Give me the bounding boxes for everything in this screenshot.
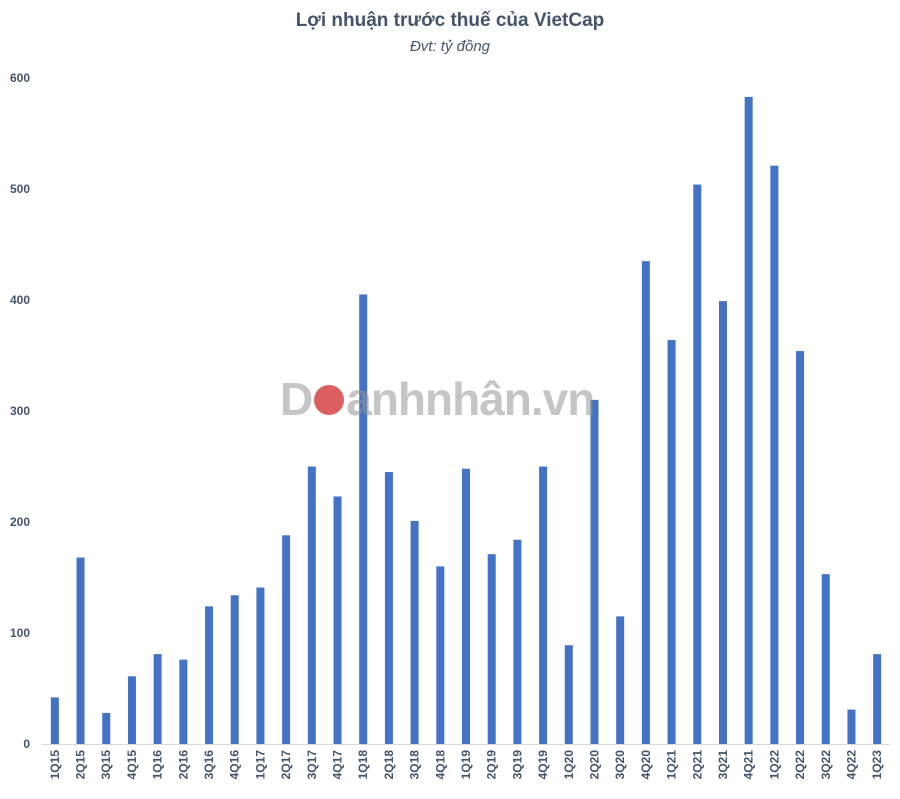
bar bbox=[179, 659, 188, 744]
y-tick-label: 400 bbox=[10, 293, 30, 307]
x-tick-label: 4Q18 bbox=[433, 750, 447, 780]
x-tick-label: 4Q22 bbox=[844, 750, 858, 780]
bar bbox=[590, 399, 599, 744]
bar bbox=[436, 566, 445, 744]
y-tick-label: 0 bbox=[23, 737, 30, 751]
bar bbox=[384, 472, 393, 744]
bar bbox=[487, 554, 496, 744]
bar bbox=[50, 697, 59, 744]
bar bbox=[770, 165, 779, 744]
bar bbox=[796, 351, 805, 744]
x-tick-label: 2Q16 bbox=[176, 750, 190, 780]
bar bbox=[513, 539, 522, 744]
x-tick-label: 4Q21 bbox=[742, 750, 756, 780]
x-tick-label: 1Q22 bbox=[767, 750, 781, 780]
bar bbox=[153, 654, 162, 744]
bar bbox=[718, 301, 727, 744]
y-tick-label: 500 bbox=[10, 182, 30, 196]
bar bbox=[76, 557, 85, 744]
x-tick-label: 3Q22 bbox=[819, 750, 833, 780]
bar bbox=[333, 496, 342, 744]
x-tick-label: 2Q20 bbox=[587, 750, 601, 780]
x-tick-label: 4Q20 bbox=[639, 750, 653, 780]
x-tick-label: 1Q18 bbox=[356, 750, 370, 780]
x-tick-label: 3Q16 bbox=[202, 750, 216, 780]
bar bbox=[539, 466, 548, 744]
x-tick-label: 2Q21 bbox=[690, 750, 704, 780]
x-tick-label: 3Q19 bbox=[510, 750, 524, 780]
x-tick-label: 1Q19 bbox=[459, 750, 473, 780]
x-tick-label: 3Q18 bbox=[408, 750, 422, 780]
x-tick-label: 4Q15 bbox=[125, 750, 139, 780]
x-tick-label: 2Q22 bbox=[793, 750, 807, 780]
bar bbox=[256, 587, 265, 744]
x-tick-label: 2Q18 bbox=[382, 750, 396, 780]
bar bbox=[821, 574, 830, 744]
bars bbox=[50, 96, 882, 745]
bar bbox=[307, 466, 316, 744]
x-tick-label: 1Q21 bbox=[665, 750, 679, 780]
y-tick-label: 600 bbox=[10, 71, 30, 85]
bar bbox=[282, 535, 291, 744]
chart-title: Lợi nhuận trước thuế của VietCap bbox=[295, 10, 605, 31]
y-axis: 0 100 200 300 400 500 600 bbox=[10, 71, 30, 751]
y-tick-label: 300 bbox=[10, 404, 30, 418]
bar bbox=[359, 294, 368, 744]
bar bbox=[744, 96, 753, 745]
x-tick-label: 3Q15 bbox=[99, 750, 113, 780]
x-tick-label: 2Q19 bbox=[485, 750, 499, 780]
x-tick-label: 1Q15 bbox=[48, 750, 62, 780]
x-axis: 1Q15 2Q15 3Q15 4Q15 1Q16 2Q16 3Q16 4Q16 1Q17 2Q17… bbox=[48, 750, 884, 780]
bar bbox=[102, 712, 111, 744]
bar bbox=[564, 645, 573, 744]
x-tick-label: 2Q15 bbox=[74, 750, 88, 780]
bar bbox=[873, 654, 882, 744]
y-tick-label: 100 bbox=[10, 626, 30, 640]
x-tick-label: 3Q21 bbox=[716, 750, 730, 780]
x-tick-label: 1Q23 bbox=[870, 750, 884, 780]
x-tick-label: 4Q19 bbox=[536, 750, 550, 780]
bar bbox=[462, 468, 470, 744]
x-tick-label: 1Q17 bbox=[253, 750, 267, 780]
x-tick-label: 1Q16 bbox=[151, 750, 165, 780]
bar bbox=[693, 184, 702, 744]
bar bbox=[205, 606, 214, 744]
bar bbox=[230, 595, 239, 744]
x-tick-label: 2Q17 bbox=[279, 750, 293, 780]
x-tick-label: 1Q20 bbox=[562, 750, 576, 780]
bar bbox=[847, 709, 856, 744]
bar bbox=[127, 676, 136, 744]
y-tick-label: 200 bbox=[10, 515, 30, 529]
x-tick-label: 3Q20 bbox=[613, 750, 627, 780]
x-tick-label: 4Q16 bbox=[228, 750, 242, 780]
bar bbox=[616, 616, 625, 744]
x-tick-label: 4Q17 bbox=[331, 750, 345, 780]
x-tick-label: 3Q17 bbox=[305, 750, 319, 780]
chart-subtitle: Đvt: tỷ đồng bbox=[409, 38, 491, 55]
bar bbox=[667, 339, 676, 744]
bar bbox=[410, 520, 419, 744]
bar bbox=[641, 261, 650, 744]
